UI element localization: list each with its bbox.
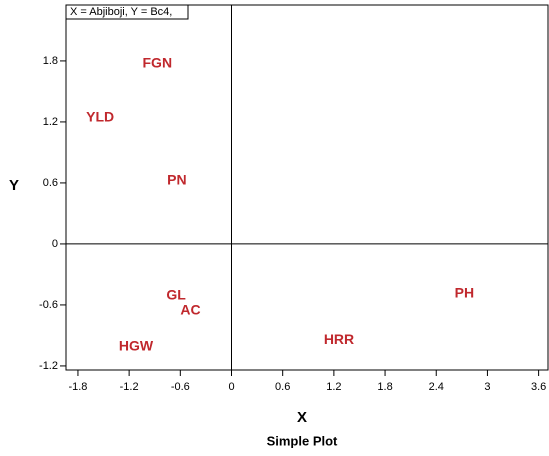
y-tick-label: -1.2 [39,360,58,372]
point-label: PN [167,172,186,188]
x-axis-label: X [297,409,307,426]
point-label: HGW [119,337,154,353]
plot-frame [65,4,549,371]
point-label: HRR [324,331,354,347]
y-tick-label: 1.2 [43,116,58,128]
point-label: PH [455,284,474,300]
x-tick-label: 1.8 [377,381,392,393]
point-label: FGN [143,55,173,71]
point-label: AC [180,302,200,318]
x-tick-label: 2.4 [429,381,444,393]
point-label: GL [166,286,186,302]
x-tick-label: 0.6 [275,381,290,393]
chart-title: Simple Plot [267,433,338,448]
y-axis-label: Y [9,177,19,194]
annotation-box [65,4,189,20]
point-label: YLD [86,109,114,125]
annotation: X = Abjiboji, Y = Bc4, [70,6,172,18]
x-tick-label: 3.6 [531,381,546,393]
x-tick-label: -1.8 [68,381,87,393]
y-tick-label: -0.6 [39,299,58,311]
y-tick-label: 0 [52,238,58,250]
x-tick-label: 0 [228,381,234,393]
y-tick-label: 0.6 [43,177,58,189]
x-tick-label: -1.2 [120,381,139,393]
y-tick-label: 1.8 [43,55,58,67]
x-tick-label: 3 [484,381,490,393]
x-tick-label: 1.2 [326,381,341,393]
x-tick-label: -0.6 [171,381,190,393]
